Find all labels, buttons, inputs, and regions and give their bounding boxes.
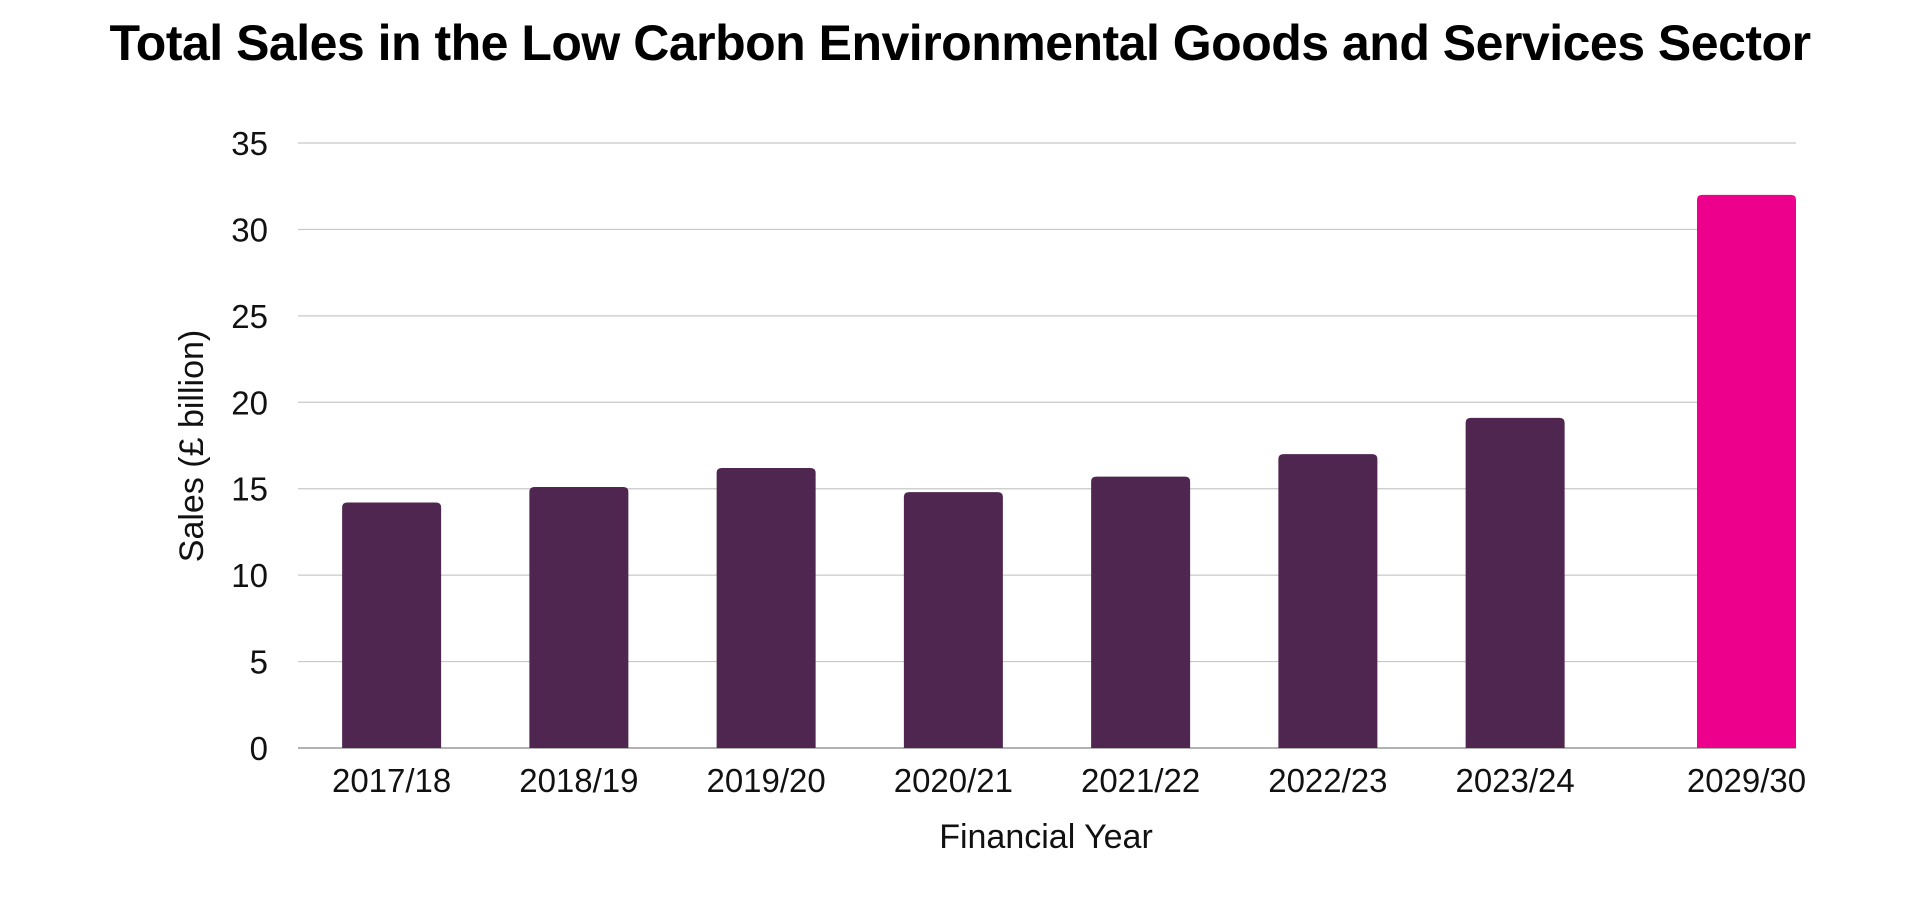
bars <box>342 194 1796 748</box>
x-tick-labels: 2017/18 2018/19 2019/20 2020/21 2021/22 2022/… <box>332 762 1806 799</box>
y-tick-label: 10 <box>231 557 268 594</box>
chart-title: Total Sales in the Low Carbon Environmen… <box>109 15 1811 71</box>
x-tick-label: 2029/30 <box>1687 762 1806 799</box>
bar-2017-18 <box>342 502 442 748</box>
y-tick-label: 0 <box>250 730 268 767</box>
bar-2023-24 <box>1465 417 1565 748</box>
bar-2021-22 <box>1091 476 1191 748</box>
x-axis-title: Financial Year <box>939 818 1153 856</box>
bar-2020-21 <box>903 492 1003 748</box>
y-tick-label: 30 <box>231 211 268 248</box>
x-tick-label: 2023/24 <box>1455 762 1574 799</box>
bar-2022-23 <box>1278 454 1378 748</box>
x-tick-label: 2020/21 <box>894 762 1013 799</box>
y-tick-label: 25 <box>231 298 268 335</box>
bar-2018-19 <box>529 486 629 748</box>
y-tick-label: 35 <box>231 125 268 162</box>
gridlines <box>298 142 1796 749</box>
bar-2029-30 <box>1697 194 1796 748</box>
x-tick-label: 2019/20 <box>706 762 825 799</box>
y-axis-title: Sales (£ billion) <box>173 330 211 562</box>
x-tick-label: 2018/19 <box>519 762 638 799</box>
y-tick-label: 15 <box>231 471 268 508</box>
y-tick-label: 5 <box>250 644 268 681</box>
x-tick-label: 2022/23 <box>1268 762 1387 799</box>
y-tick-label: 20 <box>231 384 268 421</box>
x-tick-label: 2021/22 <box>1081 762 1200 799</box>
bar-2019-20 <box>716 467 816 748</box>
y-tick-labels: 0 5 10 15 20 25 30 35 <box>231 125 268 767</box>
x-tick-label: 2017/18 <box>332 762 451 799</box>
